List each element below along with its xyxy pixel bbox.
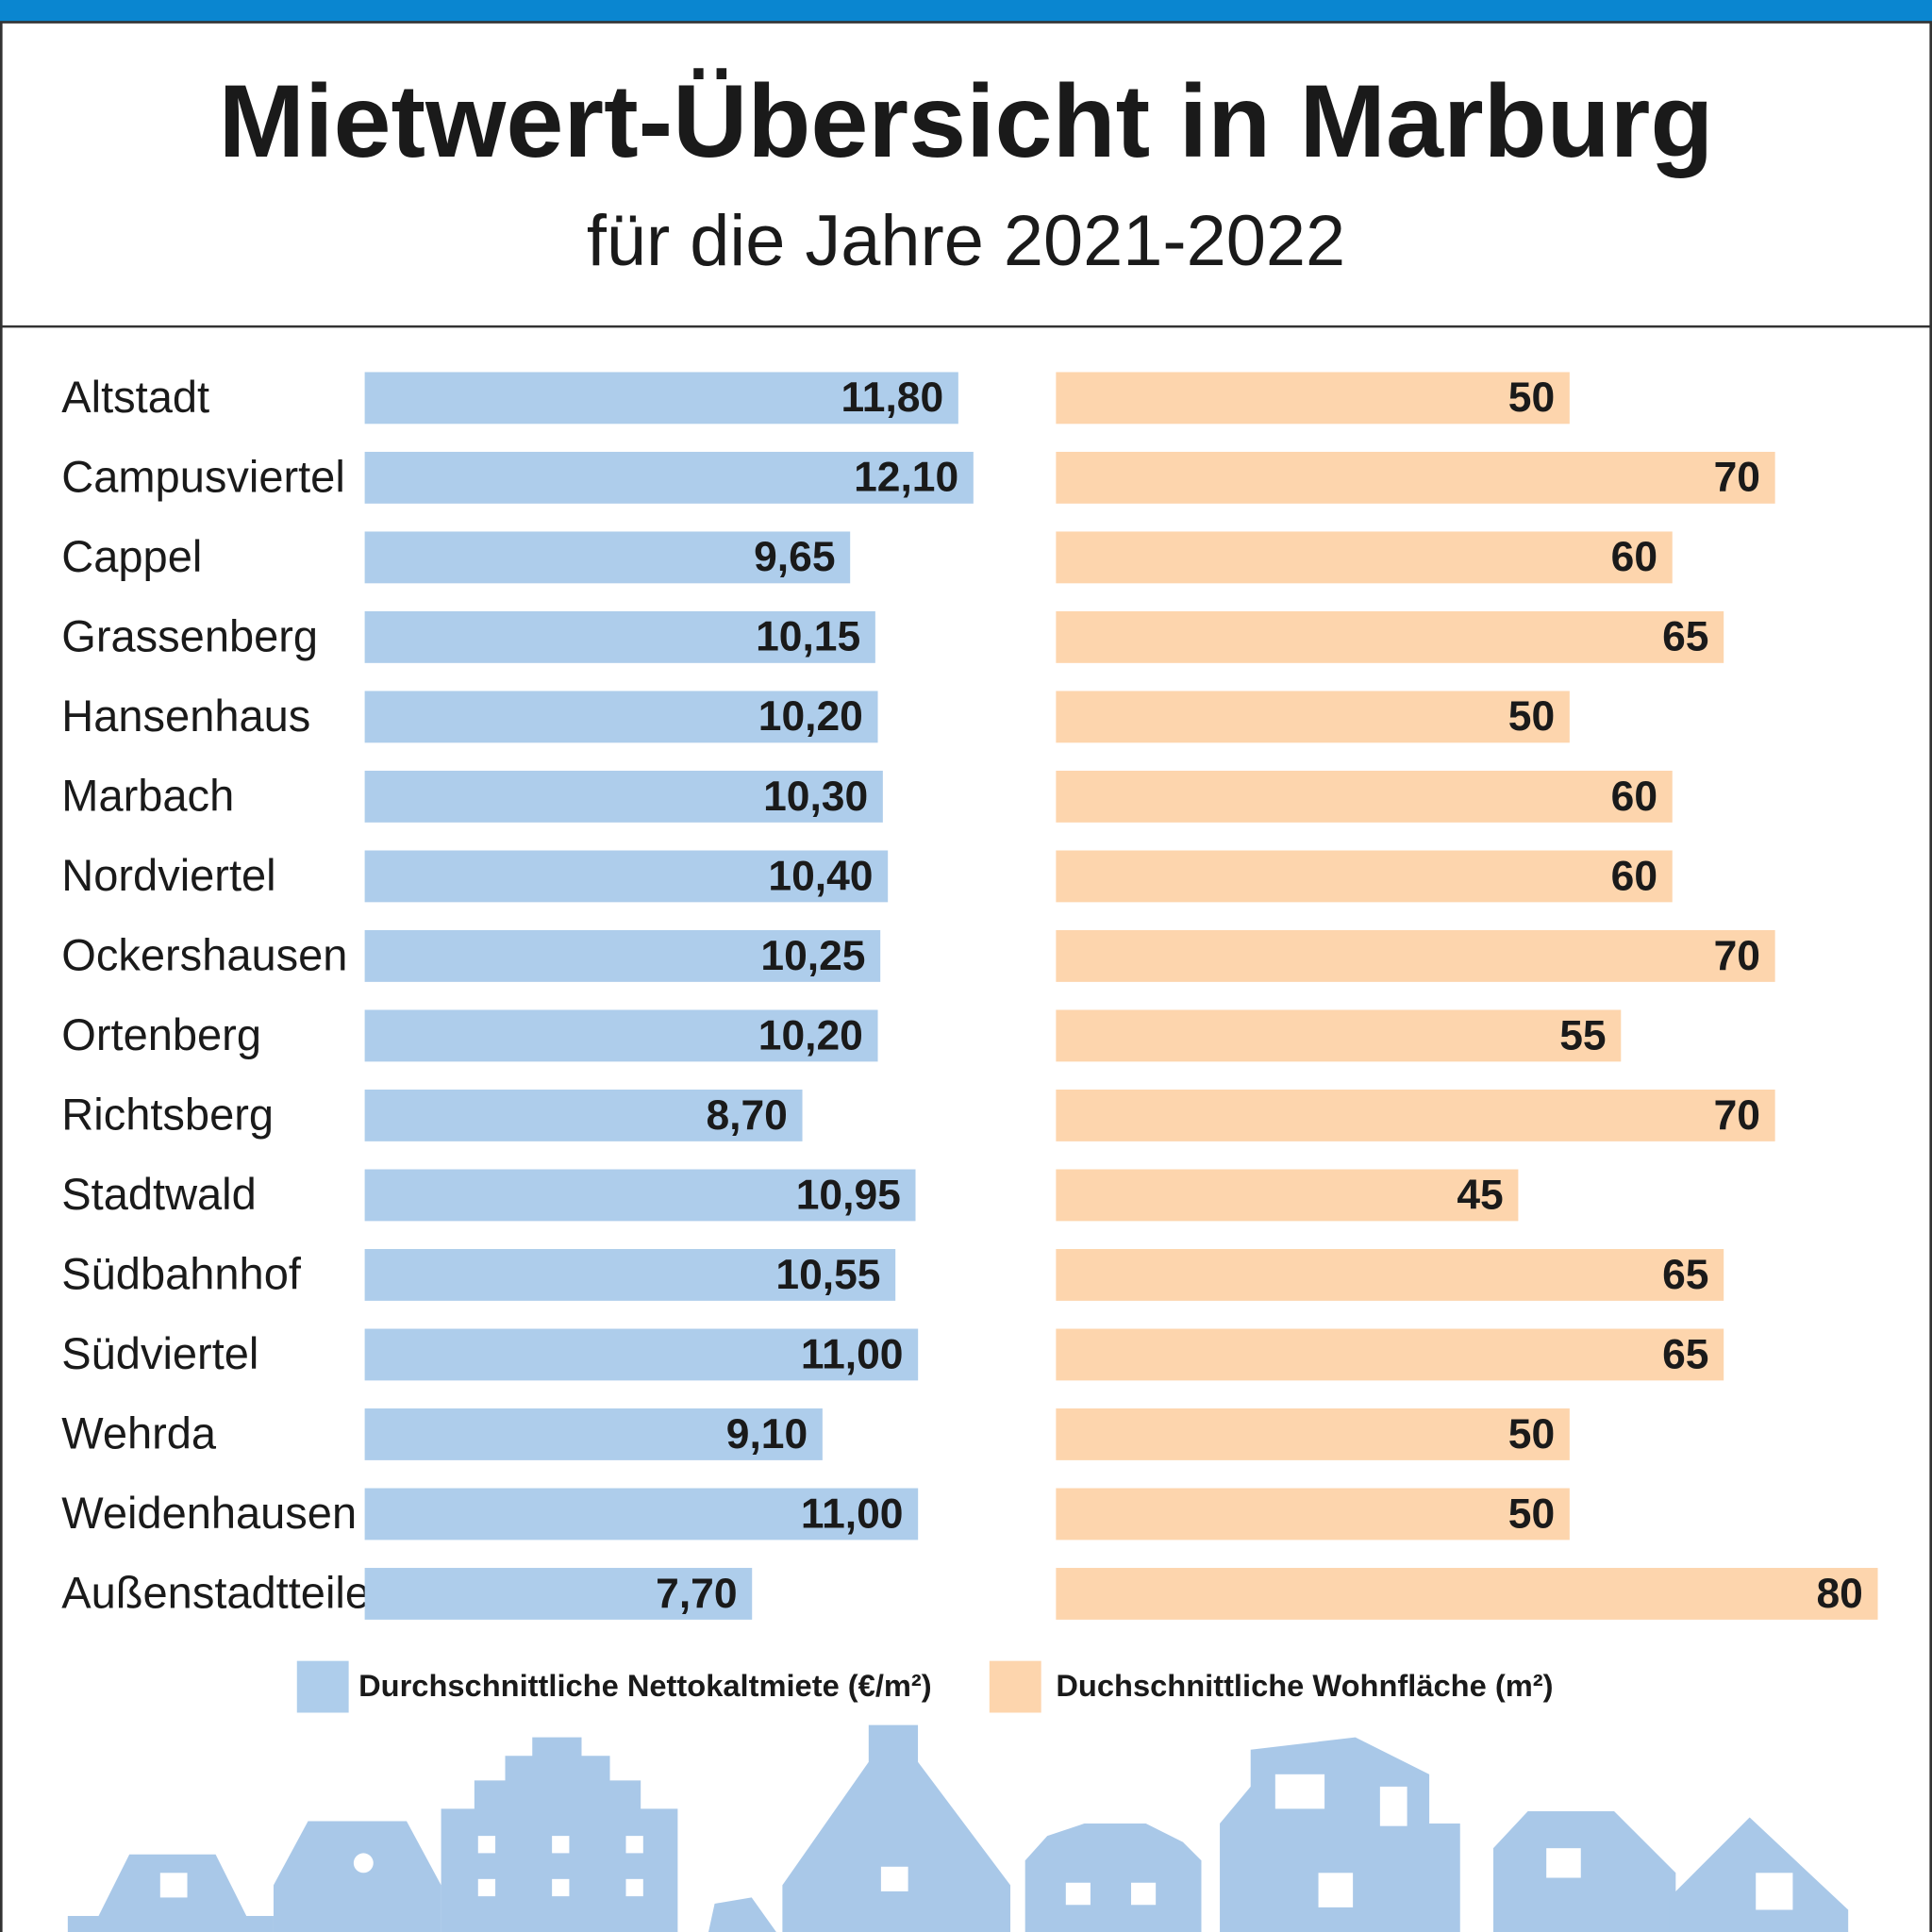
bar <box>364 1090 803 1141</box>
category-label: Ockershausen <box>61 929 347 979</box>
value-label: 9,10 <box>726 1411 808 1457</box>
value-label: 10,20 <box>758 693 863 740</box>
value-label: 60 <box>1611 853 1657 899</box>
value-label: 65 <box>1662 1252 1708 1298</box>
bar <box>1056 1249 1724 1301</box>
value-label: 10,20 <box>758 1012 863 1058</box>
value-label: 10,15 <box>756 614 860 660</box>
bar <box>364 1009 878 1062</box>
value-label: 65 <box>1662 614 1708 660</box>
value-label: 50 <box>1508 375 1555 421</box>
bar <box>364 1249 896 1301</box>
bar <box>364 531 851 584</box>
bar <box>1056 770 1673 823</box>
bar <box>364 610 875 663</box>
bar <box>364 1568 753 1620</box>
bar <box>1056 610 1724 663</box>
bar <box>1056 1169 1519 1222</box>
bar <box>1056 1009 1622 1062</box>
legend-label: Duchschnittliche Wohnfläche (m²) <box>1056 1668 1553 1703</box>
category-label: Nordviertel <box>61 850 275 900</box>
bar <box>364 691 878 743</box>
category-label: Cappel <box>61 531 202 581</box>
bar <box>1056 1568 1878 1620</box>
legend-swatch <box>989 1660 1041 1713</box>
bar <box>364 770 883 823</box>
bar <box>1056 929 1775 982</box>
value-label: 70 <box>1714 1092 1760 1139</box>
value-label: 70 <box>1714 933 1760 979</box>
value-label: 65 <box>1662 1331 1708 1377</box>
value-label: 10,25 <box>760 933 865 979</box>
bar <box>364 1408 823 1460</box>
bar <box>1056 1328 1724 1381</box>
legend-label: Durchschnittliche Nettokaltmiete (€/m²) <box>358 1668 932 1703</box>
bar <box>1056 451 1775 504</box>
bar <box>364 850 889 903</box>
bar <box>364 1488 919 1541</box>
category-label: Weidenhausen <box>61 1488 357 1538</box>
bar <box>364 929 881 982</box>
value-label: 50 <box>1508 1411 1555 1457</box>
legend-swatch <box>296 1660 349 1713</box>
category-label: Campusviertel <box>61 451 344 501</box>
chart-subtitle: für die Jahre 2021-2022 <box>587 201 1345 281</box>
bar <box>364 1328 919 1381</box>
value-label: 10,30 <box>763 774 868 820</box>
category-label: Grassenberg <box>61 610 318 660</box>
value-label: 70 <box>1714 455 1760 501</box>
category-label: Marbach <box>61 770 234 820</box>
bar <box>364 372 958 425</box>
category-label: Richtsberg <box>61 1089 274 1139</box>
bar <box>1056 850 1673 903</box>
bar <box>1056 691 1570 743</box>
house-skyline <box>67 1724 1849 1932</box>
category-label: Wehrda <box>61 1407 217 1457</box>
category-label: Ortenberg <box>61 1009 261 1059</box>
category-label: Südbahnhof <box>61 1248 302 1298</box>
value-label: 10,40 <box>768 853 873 899</box>
bar <box>1056 1408 1570 1460</box>
value-label: 50 <box>1508 693 1555 740</box>
value-label: 55 <box>1559 1012 1606 1058</box>
category-label: Südviertel <box>61 1328 258 1378</box>
value-label: 10,95 <box>796 1172 901 1218</box>
value-label: 11,00 <box>801 1331 904 1377</box>
bar <box>364 1169 916 1222</box>
value-label: 45 <box>1457 1172 1503 1218</box>
chart-title: Mietwert-Übersicht in Marburg <box>219 64 1714 179</box>
category-label: Außenstadtteile <box>61 1568 370 1618</box>
value-label: 12,10 <box>854 455 958 501</box>
value-label: 9,65 <box>754 534 835 580</box>
bar <box>364 451 974 504</box>
top-stripe <box>0 0 1932 23</box>
value-label: 10,55 <box>775 1252 880 1298</box>
value-label: 8,70 <box>706 1092 787 1139</box>
category-label: Stadtwald <box>61 1169 256 1219</box>
value-label: 7,70 <box>656 1571 737 1617</box>
value-label: 11,00 <box>801 1491 904 1537</box>
bar <box>1056 1090 1775 1141</box>
frame <box>0 21 1932 1932</box>
value-label: 50 <box>1508 1491 1555 1537</box>
bar <box>1056 531 1673 584</box>
bar <box>1056 372 1570 425</box>
value-label: 80 <box>1816 1571 1862 1617</box>
value-label: 60 <box>1611 774 1657 820</box>
value-label: 11,80 <box>841 375 944 421</box>
category-label: Altstadt <box>61 372 209 422</box>
bar <box>1056 1488 1570 1541</box>
value-label: 60 <box>1611 534 1657 580</box>
category-label: Hansenhaus <box>61 691 310 741</box>
